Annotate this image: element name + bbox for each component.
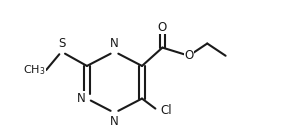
Text: O: O: [158, 21, 167, 34]
Text: N: N: [110, 115, 119, 128]
Text: N: N: [110, 37, 119, 50]
Text: N: N: [77, 92, 86, 105]
Text: CH$_3$: CH$_3$: [23, 63, 45, 77]
Text: S: S: [58, 37, 65, 50]
Text: O: O: [184, 49, 193, 62]
Text: Cl: Cl: [160, 104, 172, 117]
